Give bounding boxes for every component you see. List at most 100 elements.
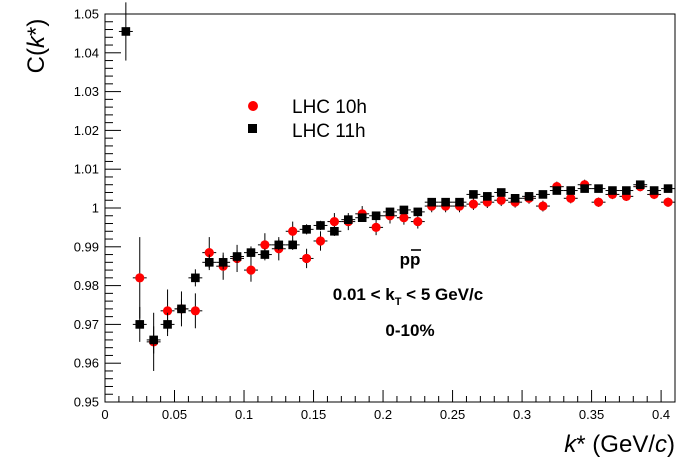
data-point-circle (301, 253, 312, 264)
data-point-square (316, 221, 325, 230)
y-tick-label: 0.97 (74, 317, 99, 332)
data-point-square (663, 184, 673, 193)
data-point-square (413, 207, 423, 217)
data-point-square (510, 194, 520, 203)
data-point-square (385, 207, 395, 217)
y-tick-label: 1.03 (74, 84, 99, 99)
data-point-circle (496, 195, 506, 205)
y-tick-label: 0.95 (74, 395, 99, 410)
x-tick-label: 0.35 (579, 407, 604, 422)
x-tick-label: 0.05 (162, 407, 187, 422)
data-point-square (232, 252, 242, 261)
legend-label-lhc11h: LHC 11h (292, 121, 366, 142)
data-point-circle (468, 199, 479, 209)
annotation-kt-sub: T (395, 296, 402, 308)
legend: LHC 10h LHC 11h (248, 97, 367, 142)
x-tick-label: 0.25 (440, 407, 465, 422)
y-tick-label: 0.99 (74, 239, 99, 254)
data-point-square (455, 197, 464, 207)
data-point-square (635, 180, 645, 190)
data-point-circle (566, 193, 576, 203)
data-series (118, 2, 675, 371)
data-point-square (622, 186, 631, 195)
annotation-kt-suffix: < 5 GeV/c (401, 285, 483, 304)
data-point-circle (329, 216, 339, 227)
data-point-square (218, 258, 228, 267)
data-point-square (441, 197, 450, 207)
data-point-circle (204, 248, 214, 258)
data-point-square (469, 190, 478, 199)
y-tick-label: 1.04 (74, 45, 99, 60)
data-point-square (399, 205, 409, 215)
data-point-square (483, 192, 492, 201)
data-point-square (191, 273, 200, 283)
data-point-square (608, 186, 617, 195)
x-tick-label: 0.2 (374, 407, 392, 422)
y-axis-label-var: k (23, 34, 50, 48)
data-point-circle (315, 236, 326, 246)
data-point-square (274, 240, 284, 250)
x-axis-label-c: c (655, 431, 667, 458)
data-point-square (649, 186, 659, 195)
data-point-square (524, 192, 534, 201)
data-point-square (204, 258, 214, 267)
x-axis-label-var: k (564, 431, 578, 458)
y-axis-label-star: *) (23, 19, 50, 36)
y-axis-ticks: 0.95 0.96 0.97 0.98 0.99 1 1.01 1.02 1.03 1.04 1.0… (74, 7, 121, 410)
data-point-circle (135, 273, 145, 283)
legend-label-lhc10h: LHC 10h (292, 97, 367, 118)
data-point-square (594, 184, 603, 193)
data-point-circle (593, 197, 604, 207)
y-tick-label: 1.05 (74, 7, 99, 22)
data-point-square (357, 213, 367, 222)
annotations: pp 0.01 < kT < 5 GeV/c 0-10% (333, 249, 483, 340)
data-point-circle (288, 226, 298, 236)
data-point-square (177, 304, 186, 314)
x-axis-label-rest: * (GeV/ (576, 431, 655, 458)
x-axis-label: k* (GeV/c) (564, 431, 675, 458)
annotation-particles: pp (400, 250, 421, 269)
data-point-circle (246, 265, 256, 275)
data-point-square (427, 197, 437, 207)
x-tick-label: 0.4 (652, 407, 670, 422)
data-point-circle (162, 306, 173, 316)
y-tick-label: 1 (92, 201, 99, 216)
data-point-circle (538, 201, 548, 211)
data-point-square (149, 335, 158, 345)
data-point-circle (413, 216, 423, 227)
x-tick-label: 0 (101, 407, 108, 422)
annotation-centrality: 0-10% (385, 321, 434, 340)
data-point-square (246, 248, 256, 257)
annotation-pbar: p (410, 250, 420, 269)
data-point-square (496, 188, 506, 197)
annotation-kt-range: 0.01 < kT < 5 GeV/c (333, 285, 483, 308)
data-point-square (580, 184, 589, 193)
x-tick-label: 0.3 (513, 407, 531, 422)
data-point-square (566, 186, 576, 195)
data-point-square (302, 225, 311, 234)
data-point-circle (190, 306, 200, 316)
y-tick-label: 0.98 (74, 278, 99, 293)
y-tick-label: 1.02 (74, 123, 99, 138)
annotation-p: p (400, 250, 410, 269)
data-point-square (343, 215, 353, 224)
y-axis-label: C(k*) (23, 19, 50, 74)
data-point-square (163, 320, 172, 329)
x-tick-label: 0.15 (301, 407, 326, 422)
data-point-square (330, 226, 339, 236)
data-point-circle (371, 222, 381, 232)
y-axis-label-main: C( (23, 48, 50, 73)
x-axis-ticks: 0 0.05 0.1 0.15 0.2 0.25 0.3 0.35 0.4 (101, 390, 676, 422)
x-axis-label-close: ) (667, 431, 675, 458)
data-point-square (538, 190, 548, 199)
series-lhc-11h (118, 2, 675, 354)
data-point-square (260, 250, 270, 259)
legend-marker-lhc11h (248, 124, 257, 133)
y-tick-label: 0.96 (74, 356, 99, 371)
x-tick-label: 0.1 (235, 407, 253, 422)
annotation-kt-prefix: 0.01 < k (333, 285, 395, 304)
data-point-circle (663, 197, 673, 207)
data-point-square (552, 186, 562, 195)
